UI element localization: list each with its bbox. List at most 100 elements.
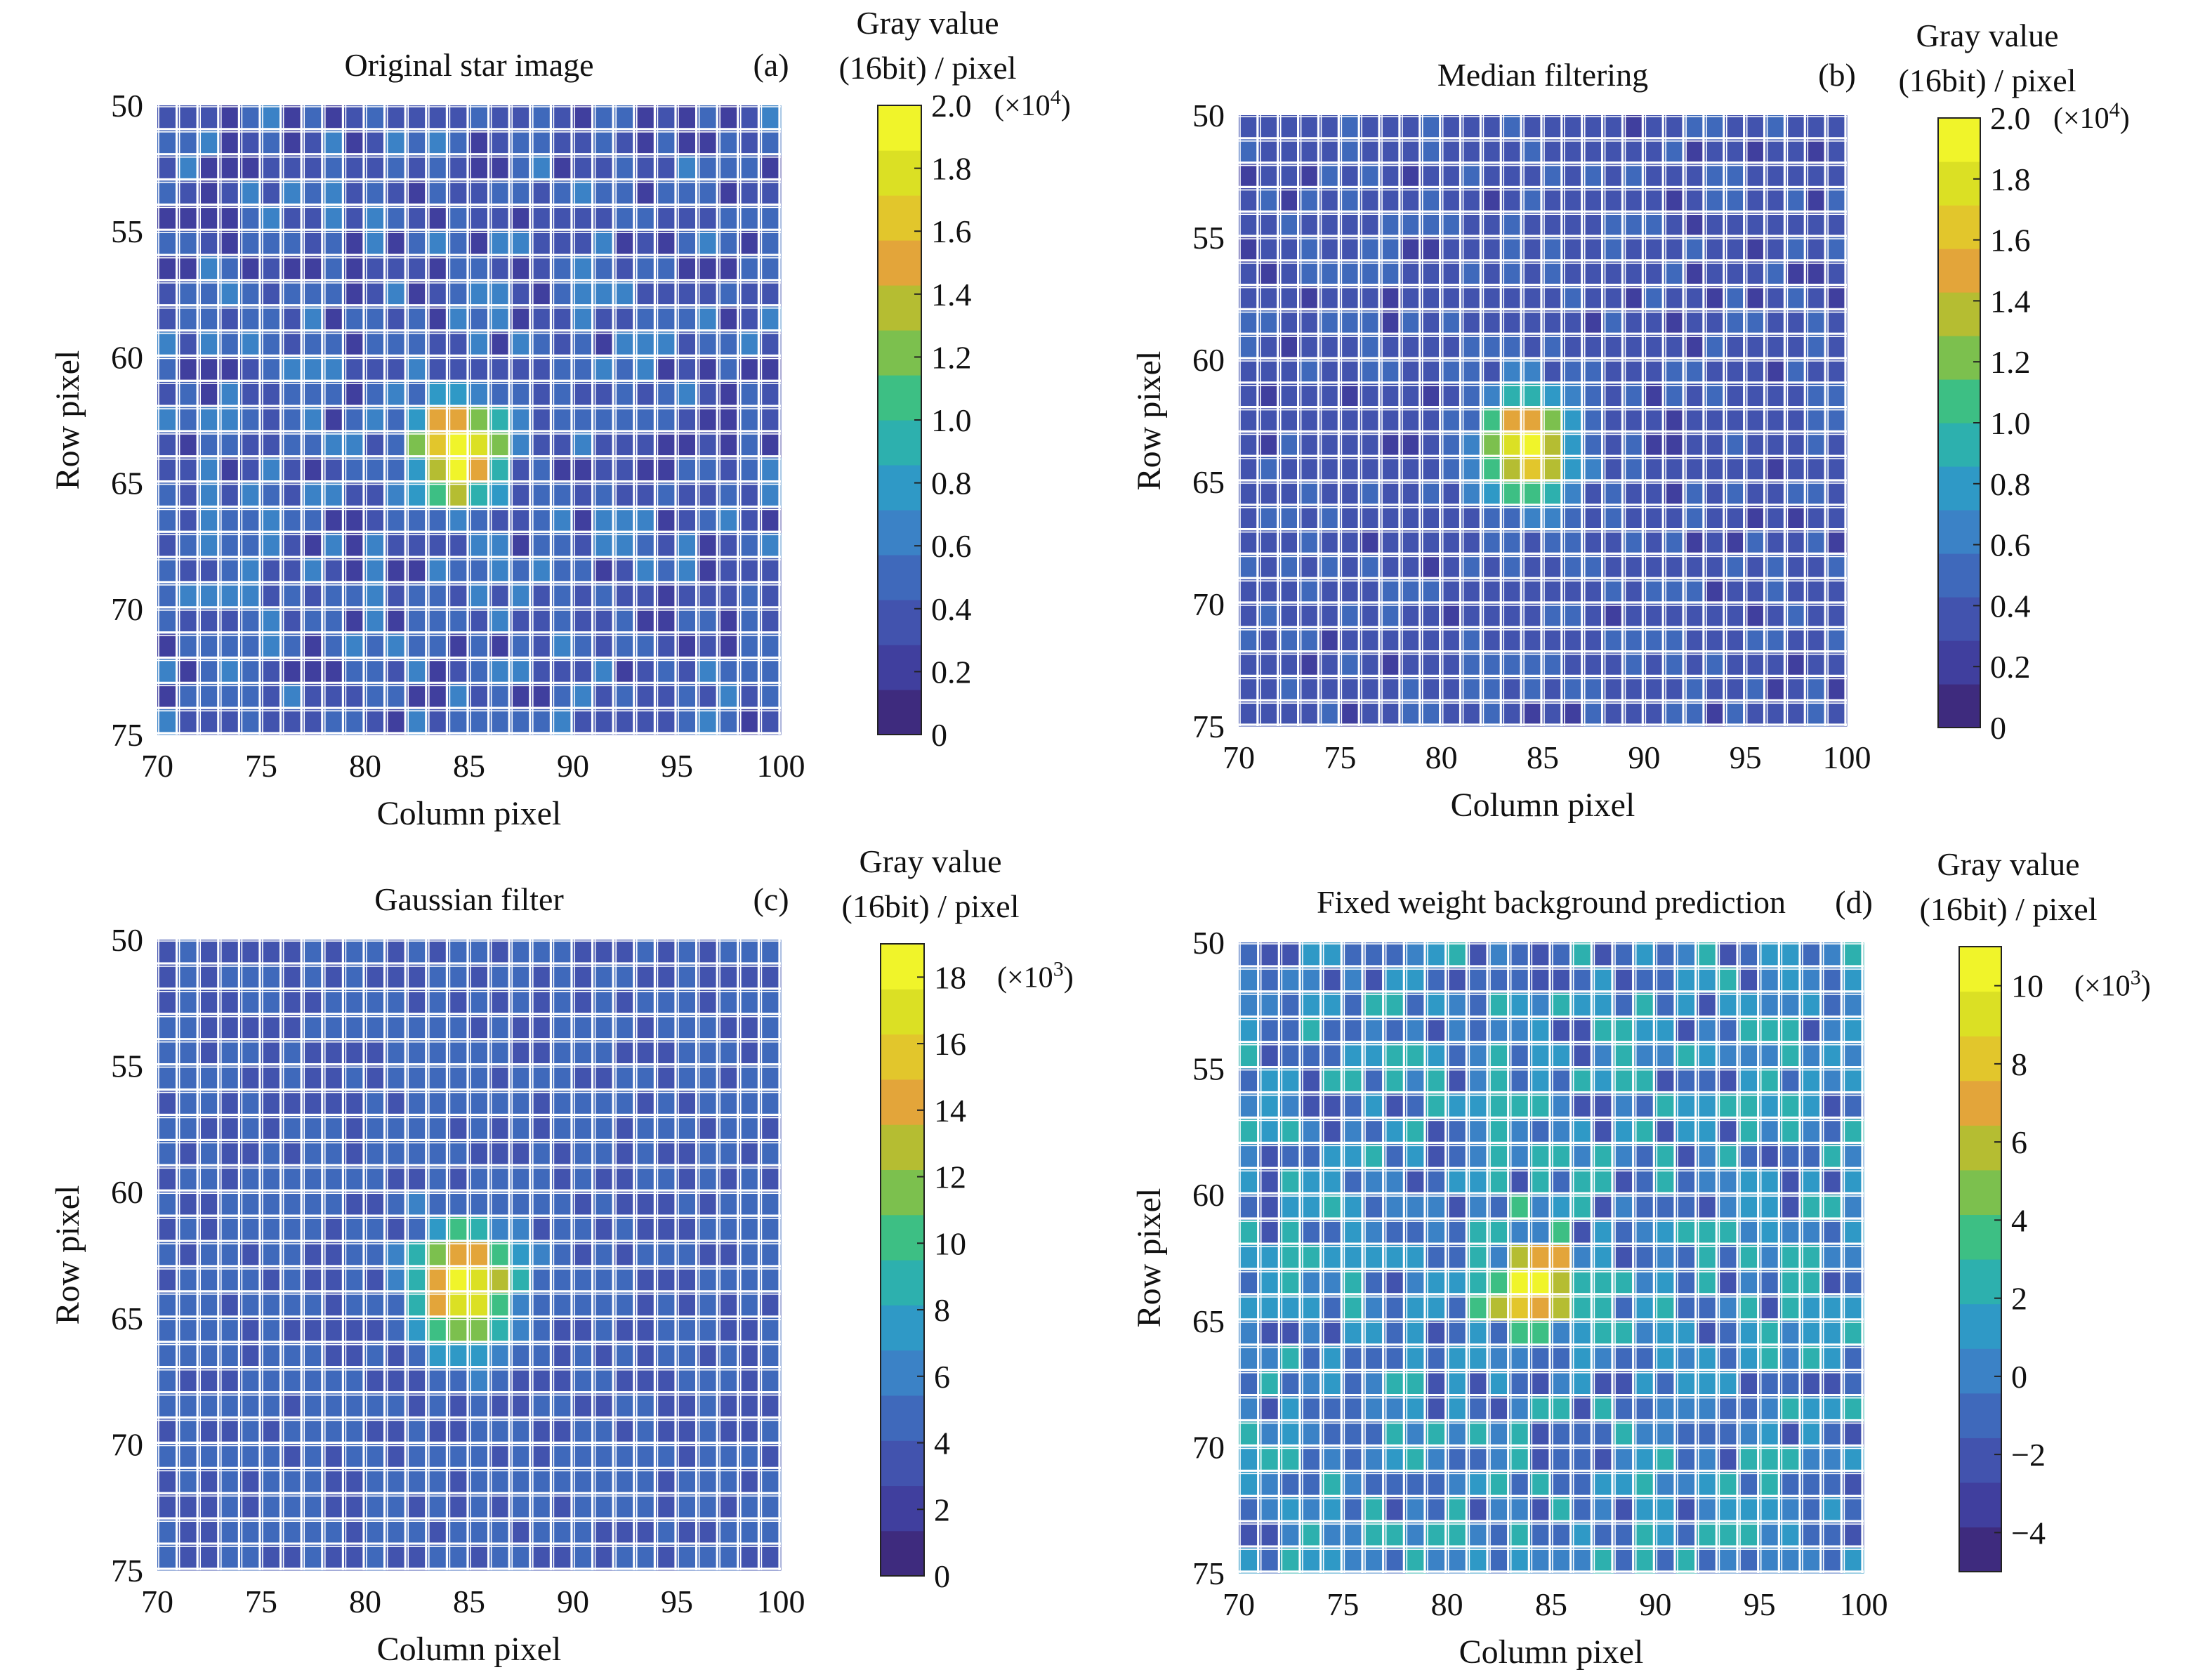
heatmap-cell xyxy=(386,633,407,659)
heatmap-cell xyxy=(1843,1093,1864,1119)
heatmap-cell xyxy=(469,1545,491,1571)
heatmap-cell xyxy=(656,1141,678,1167)
heatmap-cell xyxy=(303,1292,324,1319)
heatmap-cell xyxy=(199,130,220,157)
heatmap-cell xyxy=(427,1040,449,1067)
heatmap-cell xyxy=(1725,383,1746,409)
heatmap-cell xyxy=(1426,1018,1448,1044)
heatmap-cell xyxy=(199,1545,220,1571)
heatmap-cell xyxy=(219,1015,241,1041)
heatmap-cell xyxy=(1718,1018,1739,1044)
heatmap-cell xyxy=(1634,1043,1656,1070)
heatmap-cell xyxy=(448,281,470,308)
heatmap-cell xyxy=(697,1368,719,1395)
heatmap-cell xyxy=(1676,1371,1698,1398)
heatmap-cell xyxy=(344,482,366,508)
heatmap-cell xyxy=(697,306,719,333)
heatmap-cell xyxy=(448,558,470,584)
heatmap-cell xyxy=(1822,1320,1843,1347)
heatmap-cell xyxy=(1765,335,1786,360)
heatmap-cell xyxy=(448,964,470,991)
heatmap-cell xyxy=(1239,1523,1260,1548)
heatmap-cell xyxy=(303,180,324,206)
heatmap-cell xyxy=(1364,992,1385,1019)
x-tick-label: 80 xyxy=(349,748,381,784)
heatmap-cell xyxy=(552,1040,574,1067)
heatmap-cell xyxy=(1301,1169,1323,1195)
heatmap-cell xyxy=(1530,1320,1552,1347)
x-tick-label: 80 xyxy=(349,1584,381,1619)
heatmap-cell xyxy=(573,709,595,735)
heatmap-cell xyxy=(1509,1043,1531,1070)
heatmap-cell xyxy=(199,1242,220,1268)
heatmap-cell xyxy=(718,306,740,333)
heatmap-cell xyxy=(1583,457,1605,482)
heatmap-cell xyxy=(1530,1447,1552,1473)
heatmap-cell xyxy=(344,1192,366,1218)
heatmap-cell xyxy=(573,508,595,534)
heatmap-cell xyxy=(697,130,719,157)
heatmap-cell xyxy=(323,1217,345,1243)
heatmap-cell xyxy=(240,1192,262,1218)
heatmap-cell xyxy=(593,256,615,282)
heatmap-cell xyxy=(199,231,220,257)
heatmap-cell xyxy=(1718,1421,1739,1447)
heatmap-cell xyxy=(1759,1270,1781,1296)
heatmap-cell xyxy=(1822,1523,1843,1548)
heatmap-cell xyxy=(1676,942,1698,968)
heatmap-cell xyxy=(344,130,366,157)
heatmap-cell xyxy=(344,633,366,659)
heatmap-cell xyxy=(157,1343,179,1369)
heatmap-cell xyxy=(677,482,699,508)
heatmap-cell xyxy=(1624,530,1645,555)
heatmap-cell xyxy=(1447,1320,1468,1347)
heatmap-cell xyxy=(1502,604,1523,629)
heatmap-cell xyxy=(1400,628,1422,654)
heatmap-cell xyxy=(1603,237,1624,263)
heatmap-cell xyxy=(489,533,511,559)
heatmap-cell xyxy=(448,1116,470,1142)
heatmap-cell xyxy=(760,533,782,559)
heatmap-cell xyxy=(1543,139,1564,165)
heatmap-cell xyxy=(1280,1093,1302,1119)
heatmap-cell xyxy=(1745,310,1767,336)
x-tick-label: 95 xyxy=(1730,739,1762,775)
heatmap-cell xyxy=(1384,967,1406,994)
heatmap-cell xyxy=(1258,433,1280,458)
heatmap-cell xyxy=(1239,383,1260,409)
heatmap-cell xyxy=(656,940,678,966)
heatmap-cell xyxy=(1765,677,1786,702)
colorbar-segment xyxy=(1959,1036,2001,1081)
heatmap-cell xyxy=(1759,1169,1781,1195)
colorbar-segment xyxy=(1959,1482,2001,1528)
heatmap-cell xyxy=(240,231,262,257)
x-tick-label: 95 xyxy=(661,748,693,784)
heatmap-cell xyxy=(282,256,303,282)
heatmap-cell xyxy=(261,608,283,635)
heatmap-cell xyxy=(282,583,303,610)
heatmap-cell xyxy=(489,1393,511,1419)
heatmap-cell xyxy=(1530,1270,1552,1296)
heatmap-cell xyxy=(1826,286,1848,311)
heatmap-cell xyxy=(677,1217,699,1243)
heatmap-cell xyxy=(1725,530,1746,555)
heatmap-cell xyxy=(323,1393,345,1419)
heatmap-cell xyxy=(1664,335,1685,360)
heatmap-cell xyxy=(261,1267,283,1294)
heatmap-cell xyxy=(511,1343,532,1369)
heatmap-cell xyxy=(1421,213,1442,238)
heatmap-cell xyxy=(199,964,220,991)
heatmap-cell xyxy=(1745,702,1767,727)
heatmap-cell xyxy=(1522,115,1543,140)
heatmap-cell xyxy=(489,1217,511,1243)
heatmap-cell xyxy=(1482,310,1503,336)
heatmap-cell xyxy=(344,281,366,308)
heatmap-cell xyxy=(386,1469,407,1495)
x-tick-label: 70 xyxy=(1223,1586,1255,1622)
heatmap-cell xyxy=(427,1419,449,1445)
heatmap-cell xyxy=(386,231,407,257)
heatmap-cell xyxy=(718,1040,740,1067)
heatmap-cell xyxy=(1299,408,1320,433)
heatmap-cell xyxy=(1655,1548,1677,1574)
heatmap-cell xyxy=(614,130,636,157)
